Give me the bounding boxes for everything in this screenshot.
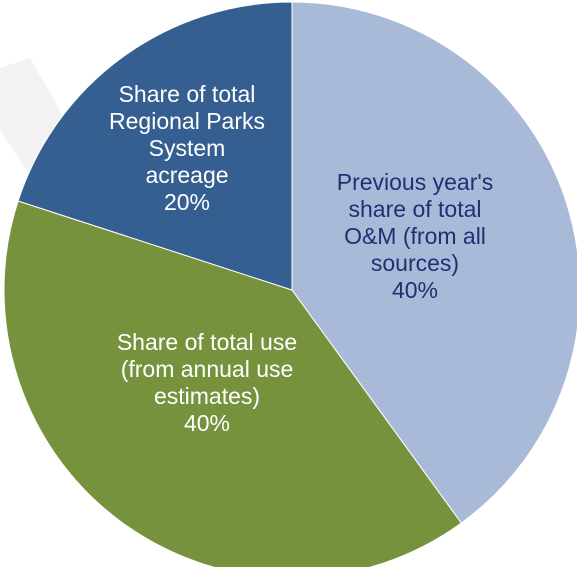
slice-label-line: Regional Parks xyxy=(109,108,265,134)
slice-label-line: O&M (from all xyxy=(344,223,486,249)
slice-label-line: 40% xyxy=(392,277,438,303)
slice-label-line: (from annual use xyxy=(121,356,294,382)
slice-label-line: Previous year's xyxy=(337,169,494,195)
pie-slice-2 xyxy=(3,200,462,567)
slice-label-2: Share of total use (from annual use estima… xyxy=(117,329,297,436)
slice-label-line: estimates) xyxy=(154,383,260,409)
pie-slice-3 xyxy=(17,1,293,291)
slice-label-line: 20% xyxy=(164,189,210,215)
slice-label-3: Share of total Regional Parks System acreag… xyxy=(109,81,265,215)
slice-label-line: acreage xyxy=(145,162,228,188)
slice-label-line: System xyxy=(149,135,226,161)
slice-label-line: Share of total xyxy=(119,81,256,107)
slice-label-line: Share of total use xyxy=(117,329,297,355)
pie-labels: Previous year's share of total O&M (from a… xyxy=(109,81,493,436)
slice-label-line: 40% xyxy=(184,410,230,436)
slice-label-line: share of total xyxy=(349,196,482,222)
pie-slices xyxy=(3,1,577,567)
pie-slice-1 xyxy=(291,1,577,524)
slice-label-1: Previous year's share of total O&M (from a… xyxy=(337,169,494,303)
slice-label-line: sources) xyxy=(371,250,459,276)
